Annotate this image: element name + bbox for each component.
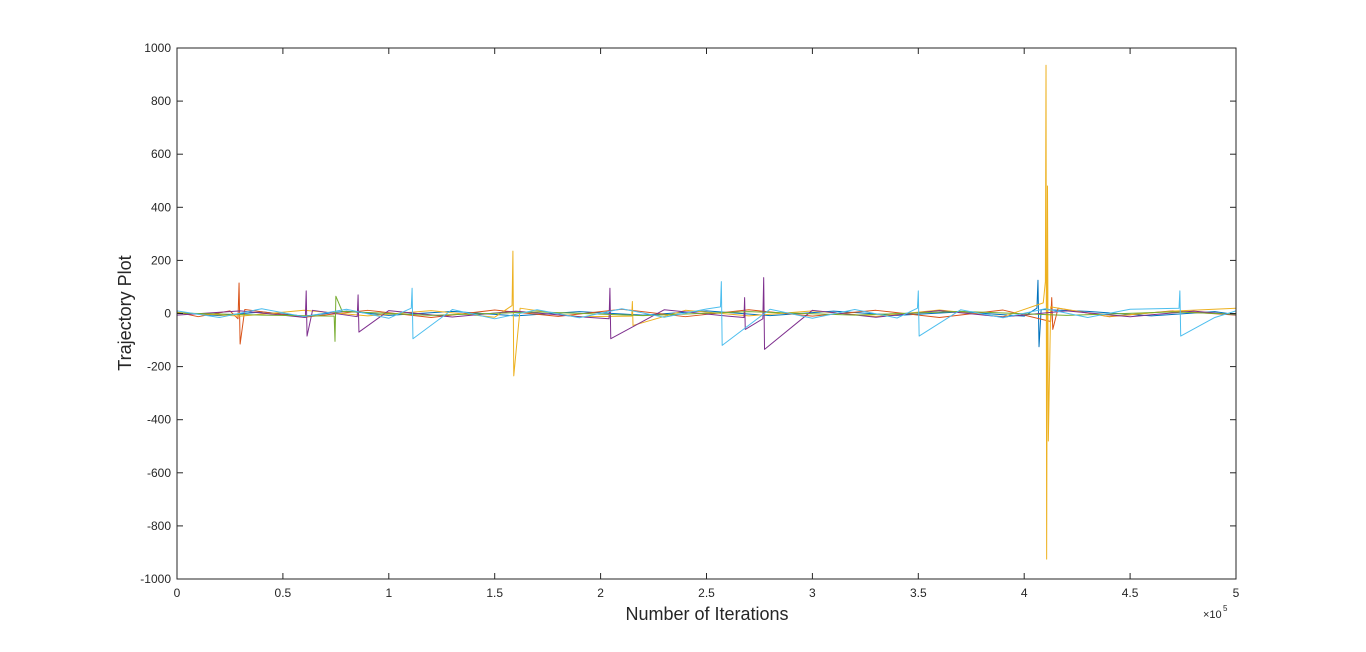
- x-tick-label: 0: [174, 586, 181, 600]
- x-tick-label: 3.5: [910, 586, 927, 600]
- y-tick-label: -1000: [140, 572, 171, 586]
- y-tick-label: 600: [151, 147, 171, 161]
- y-tick-label: -200: [147, 360, 171, 374]
- y-tick-label: -400: [147, 413, 171, 427]
- x-tick-label: 3: [809, 586, 816, 600]
- series-line: [176, 281, 1237, 346]
- x-axis-label: Number of Iterations: [625, 604, 788, 624]
- series-line: [176, 282, 1237, 345]
- y-axis-label: Trajectory Plot: [115, 255, 135, 370]
- y-tick-label: -800: [147, 519, 171, 533]
- x-tick-label: 1.5: [486, 586, 503, 600]
- x-multiplier: ×10: [1203, 609, 1222, 621]
- y-tick-label: -600: [147, 466, 171, 480]
- x-tick-label: 2.5: [698, 586, 715, 600]
- y-tick-label: 800: [151, 94, 171, 108]
- series-line: [176, 295, 1237, 342]
- x-tick-label: 2: [597, 586, 604, 600]
- y-tick-label: 400: [151, 200, 171, 214]
- x-multiplier-exponent: 5: [1223, 604, 1228, 613]
- x-tick-label: 0.5: [275, 586, 292, 600]
- y-tick-label: 1000: [144, 41, 171, 55]
- y-tick-label: 200: [151, 253, 171, 267]
- y-tick-label: 0: [164, 307, 171, 321]
- x-tick-label: 5: [1233, 586, 1240, 600]
- series-line: [176, 277, 1237, 350]
- x-tick-label: 4.5: [1122, 586, 1139, 600]
- x-tick-label: 4: [1021, 586, 1028, 600]
- x-tick-label: 1: [385, 586, 392, 600]
